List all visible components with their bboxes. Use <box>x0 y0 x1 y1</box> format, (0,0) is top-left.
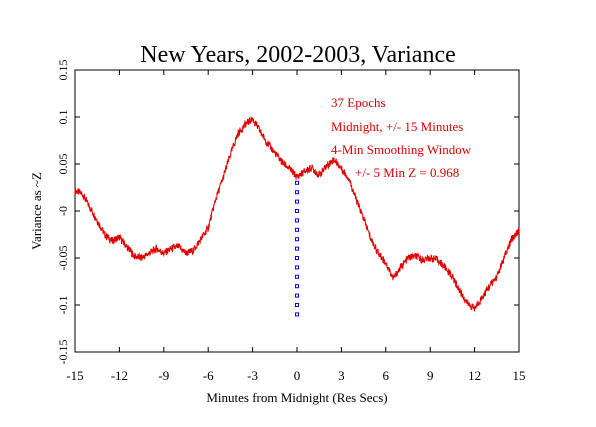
marker-point <box>295 246 299 251</box>
marker-point <box>295 312 299 317</box>
marker-point <box>295 293 299 298</box>
marker-point <box>295 303 299 307</box>
x-tick-label: -12 <box>111 368 128 383</box>
x-tick-label: -9 <box>158 368 169 383</box>
x-tick-label: -15 <box>66 368 83 383</box>
marker-point <box>295 199 299 204</box>
plot-frame <box>74 69 520 353</box>
x-tick-label: 9 <box>427 368 434 383</box>
annotation-z-score: +/- 5 Min Z = 0.968 <box>355 165 459 180</box>
variance-series-line <box>74 116 520 313</box>
midnight-marker-dots <box>295 180 299 317</box>
marker-point <box>295 237 299 242</box>
marker-point <box>295 265 299 270</box>
x-tick-label: 15 <box>513 368 526 383</box>
y-tick-label: -0.05 <box>56 246 70 271</box>
y-axis-ticks: -0.15 -0.1 -0.05 -0 0.05 0.1 0.15 <box>56 60 519 365</box>
annotation-epochs: 37 Epochs <box>331 95 386 110</box>
marker-point <box>295 180 299 185</box>
y-tick-label: -0 <box>56 206 70 216</box>
x-axis-ticks: -15 -12 -9 -6 -3 0 3 6 9 12 15 <box>66 70 526 383</box>
chart-title: New Years, 2002-2003, Variance <box>140 42 456 68</box>
annotations: 37 Epochs Midnight, +/- 15 Minutes 4-Min… <box>331 95 472 180</box>
annotation-smoothing: 4-Min Smoothing Window <box>331 142 472 157</box>
marker-point <box>295 256 299 260</box>
x-tick-label: -6 <box>203 368 214 383</box>
marker-point <box>295 227 299 232</box>
y-axis-label: Variance as ~Z <box>29 172 44 250</box>
marker-point <box>295 190 299 195</box>
marker-point <box>295 274 299 279</box>
x-tick-label: 3 <box>338 368 345 383</box>
x-tick-label: 0 <box>294 368 301 383</box>
x-axis-label: Minutes from Midnight (Res Secs) <box>206 390 387 405</box>
y-tick-label: -0.1 <box>56 296 70 315</box>
marker-point <box>295 209 299 213</box>
x-tick-label: 6 <box>383 368 390 383</box>
x-tick-label: 12 <box>468 368 481 383</box>
x-tick-label: -3 <box>247 368 258 383</box>
marker-point <box>295 218 299 223</box>
y-tick-label: 0.15 <box>56 60 70 81</box>
annotation-midnight: Midnight, +/- 15 Minutes <box>331 119 463 134</box>
y-tick-label: -0.15 <box>56 340 70 365</box>
marker-point <box>295 284 299 289</box>
y-tick-label: 0.05 <box>56 154 70 175</box>
y-tick-label: 0.1 <box>56 110 70 125</box>
